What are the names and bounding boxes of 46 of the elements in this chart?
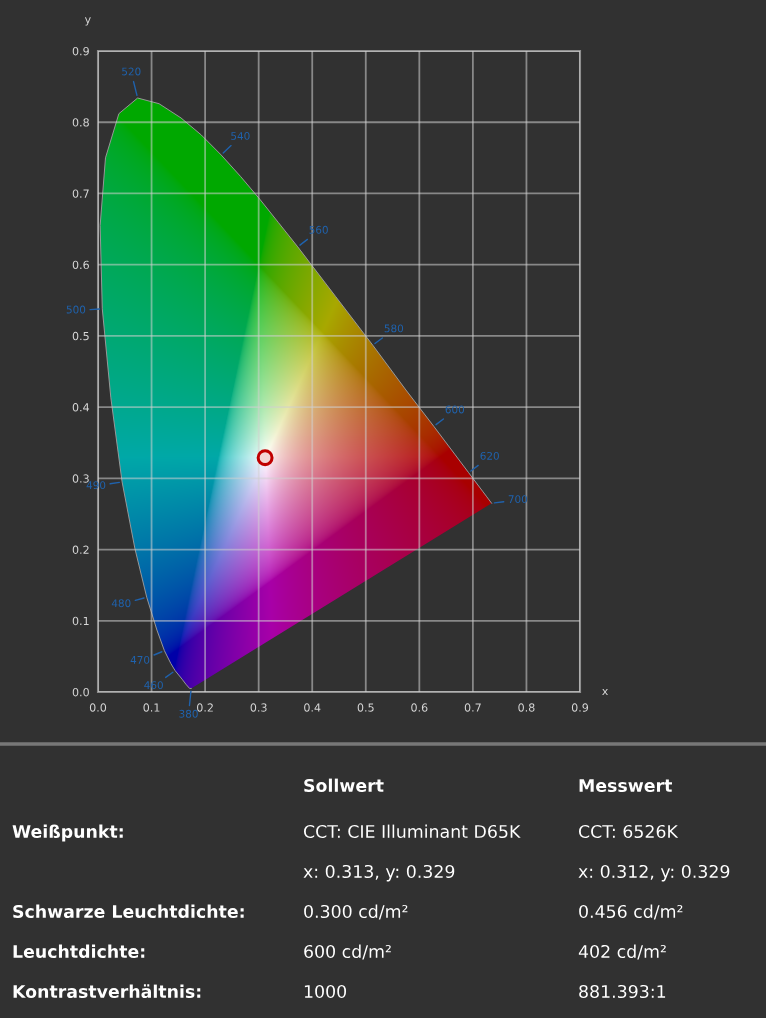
- y-tick-label: 0.4: [72, 403, 90, 412]
- y-tick-label: 0.9: [72, 46, 89, 56]
- y-tick-label: 0.7: [72, 189, 89, 198]
- y-axis-title: y: [84, 17, 91, 26]
- x-tick-label: 0.0: [89, 703, 107, 712]
- x-axis-title: x: [602, 688, 608, 696]
- x-tick-label: 0.1: [143, 703, 160, 712]
- category-label: Sollwert: [304, 778, 384, 793]
- y-tick-label: 0.1: [72, 616, 89, 626]
- annotation: 380: [179, 709, 198, 718]
- text: 0.456 cd/m²: [579, 904, 683, 920]
- text: CCT: CIE Illuminant D65K: [303, 824, 521, 839]
- category-label: Schwarze Leuchtdichte:: [13, 904, 244, 919]
- x-tick-label: 0.6: [411, 703, 428, 712]
- text: 402 cd/m²: [578, 944, 666, 960]
- x-tick-label: 0.5: [357, 703, 374, 712]
- category-label: Leuchtdichte:: [13, 944, 145, 959]
- x-tick-label: 0.9: [571, 703, 589, 712]
- category-label: Weißpunkt:: [12, 824, 123, 842]
- x-tick-label: 0.8: [518, 703, 535, 712]
- category-label: Messwert: [579, 779, 672, 793]
- annotation: 480: [111, 599, 131, 608]
- text: 0.300 cd/m²: [304, 904, 408, 920]
- x-tick-label: 0.4: [304, 703, 321, 712]
- x-tick-label: 0.7: [464, 703, 481, 712]
- x-tick-label: 0.2: [197, 703, 213, 712]
- text: CCT: 6526K: [578, 824, 679, 839]
- annotation: 580: [384, 324, 404, 333]
- annotation: 540: [231, 131, 250, 140]
- annotation: 520: [122, 67, 141, 76]
- y-tick-label: 0.0: [72, 687, 89, 697]
- y-tick-label: 0.6: [72, 260, 89, 270]
- x-tick-label: 0.3: [250, 703, 267, 712]
- y-tick-label: 0.5: [72, 331, 89, 341]
- annotation: 470: [130, 655, 150, 664]
- text: 600 cd/m²: [304, 944, 391, 960]
- category-label: Kontrastverhältnis:: [13, 984, 201, 999]
- text: 881.393:1: [579, 984, 666, 999]
- text: x: 0.312, y: 0.329: [578, 864, 730, 882]
- y-tick-label: 0.2: [72, 545, 89, 554]
- y-tick-label: 0.8: [72, 118, 89, 127]
- annotation: 500: [66, 305, 86, 314]
- annotation: 620: [480, 451, 499, 460]
- text: x: 0.313, y: 0.329: [303, 864, 455, 882]
- text: 1000: [304, 984, 347, 999]
- y-tick-label: 0.3: [72, 474, 89, 483]
